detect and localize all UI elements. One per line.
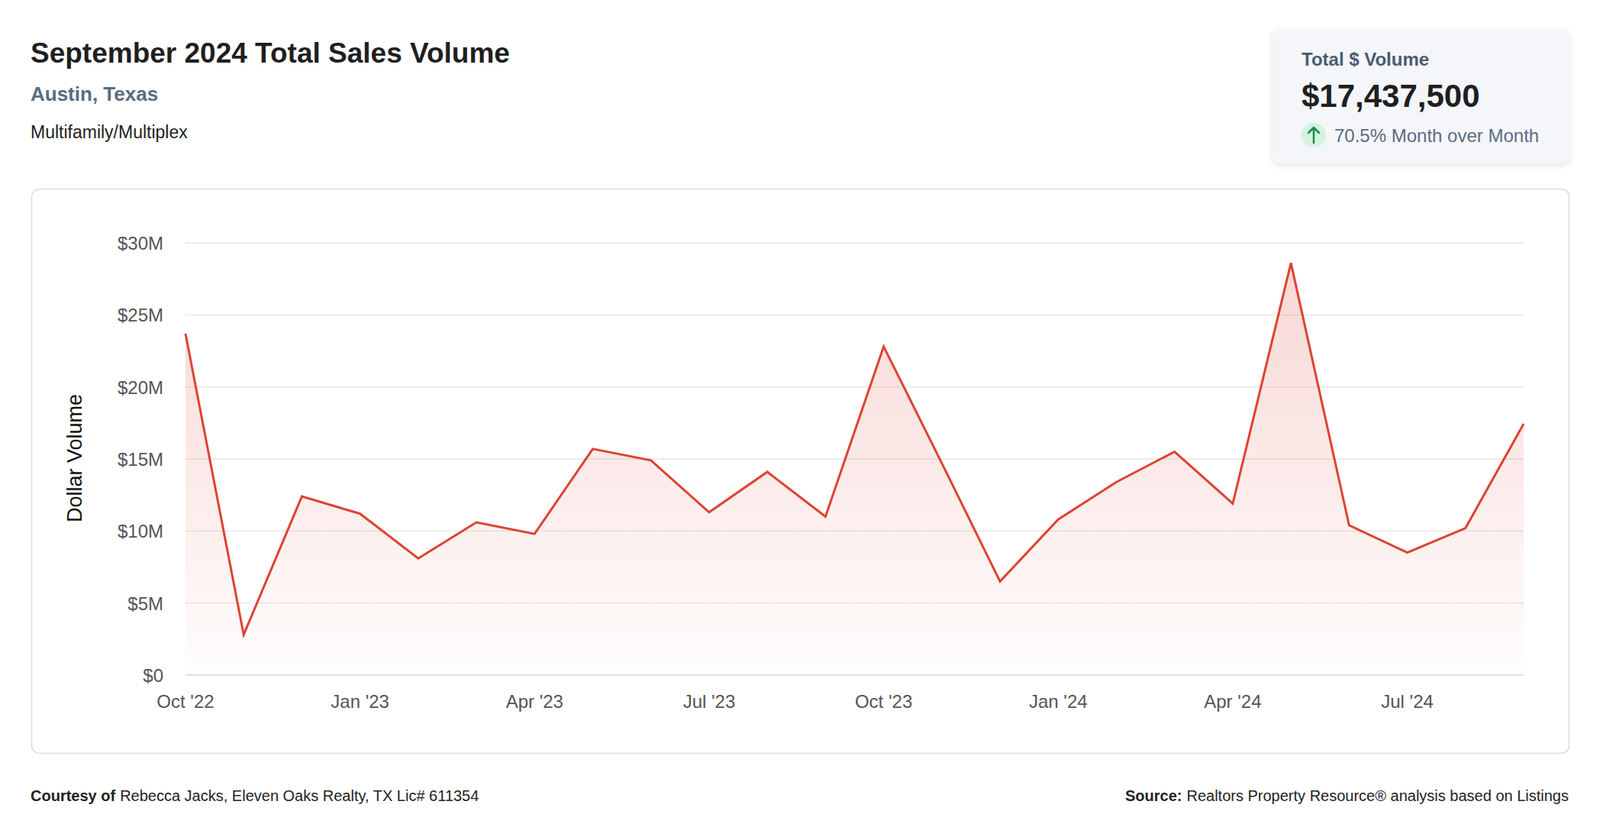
up-arrow bbox=[1308, 127, 1320, 143]
property-type: Multifamily/Multiplex bbox=[30, 122, 188, 142]
x-tick-label: Jul '24 bbox=[1380, 690, 1434, 712]
x-tick-label: Jan '23 bbox=[330, 690, 390, 712]
kpi-change: 70.5% Month over Month bbox=[1334, 125, 1539, 146]
kpi-label: Total $ Volume bbox=[1301, 48, 1430, 70]
y-tick-label: $30M bbox=[117, 232, 164, 254]
y-tick-label: $0 bbox=[142, 664, 164, 686]
courtesy-text: Rebecca Jacks, Eleven Oaks Realty, TX Li… bbox=[119, 787, 479, 804]
area bbox=[185, 262, 1524, 675]
kpi-value: $17,437,500 bbox=[1301, 77, 1481, 114]
y-tick-label: $25M bbox=[117, 304, 164, 326]
source: Source:Realtors Property Resource® analy… bbox=[1125, 787, 1569, 804]
title: September 2024 Total Sales Volume bbox=[30, 37, 510, 69]
x-tick-label: Jan '24 bbox=[1029, 690, 1088, 712]
grid-line bbox=[185, 386, 1524, 388]
plot-area bbox=[185, 262, 1524, 675]
y-tick-label: $20M bbox=[117, 377, 164, 398]
y-tick-label: $15M bbox=[117, 448, 164, 470]
y-tick-label: $5M bbox=[127, 593, 164, 614]
x-tick-label: Apr '23 bbox=[506, 690, 564, 712]
y-tick-label: $10M bbox=[117, 520, 164, 542]
subtitle: Austin, Texas bbox=[30, 82, 159, 106]
y-axis-label: Dollar Volume bbox=[63, 393, 87, 523]
source-text: Realtors Property Resource® analysis bas… bbox=[1186, 787, 1569, 804]
x-tick-label: Oct '22 bbox=[156, 690, 214, 712]
x-tick-label: Apr '24 bbox=[1203, 690, 1262, 712]
grid-line bbox=[185, 241, 1524, 243]
courtesy-label: Courtesy of bbox=[30, 787, 116, 804]
up-icon bbox=[1301, 122, 1326, 148]
x-tick-label: Oct '23 bbox=[854, 690, 913, 712]
x-tick-label: Jul '23 bbox=[683, 690, 736, 712]
chart-frame bbox=[32, 189, 1570, 754]
grid-line bbox=[185, 314, 1524, 316]
page: September 2024 Total Sales Volume Austin,… bbox=[0, 0, 1600, 840]
courtesy: Courtesy ofRebecca Jacks, Eleven Oaks Re… bbox=[30, 787, 479, 804]
line bbox=[185, 262, 1524, 635]
source-label: Source: bbox=[1125, 787, 1182, 804]
kpi-card bbox=[1272, 29, 1570, 164]
